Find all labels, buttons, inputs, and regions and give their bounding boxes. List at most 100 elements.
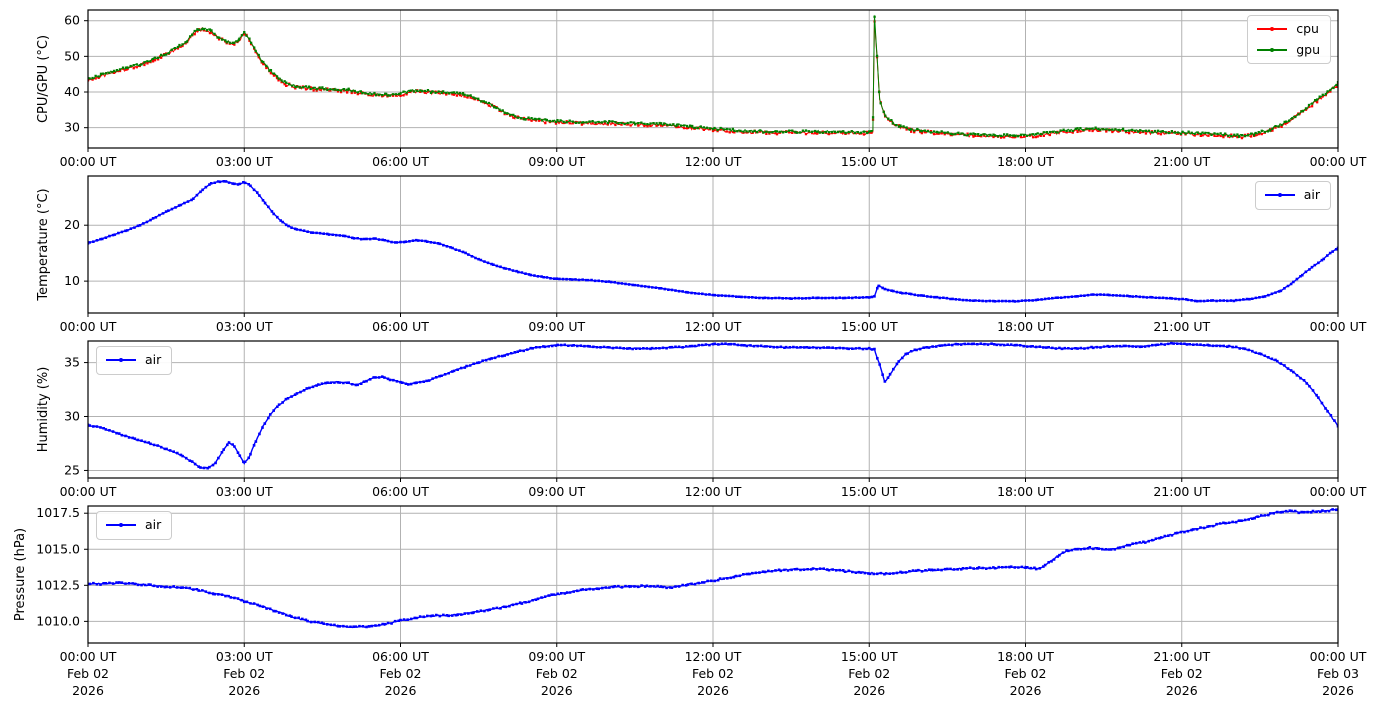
x-year-label: 2026 xyxy=(853,683,885,698)
x-date-label: Feb 02 xyxy=(536,666,578,681)
y-tick-label: 10 xyxy=(64,273,80,288)
y-axis-title: Humidity (%) xyxy=(36,367,51,453)
y-tick-label: 1010.0 xyxy=(36,613,80,628)
legend-entry-air: air xyxy=(106,515,161,536)
x-tick-label: 09:00 UT xyxy=(528,649,585,664)
y-tick-label: 1015.0 xyxy=(36,541,80,556)
y-axis-title: Pressure (hPa) xyxy=(13,528,28,621)
x-tick-label: 06:00 UT xyxy=(372,154,429,169)
x-date-label: Feb 02 xyxy=(67,666,109,681)
x-tick-label: 03:00 UT xyxy=(216,319,273,334)
y-tick-label: 50 xyxy=(64,48,80,63)
legend-label: cpu xyxy=(1296,21,1319,36)
x-tick-label: 00:00 UT xyxy=(60,484,117,499)
y-tick-label: 30 xyxy=(64,120,80,135)
legend-line-icon xyxy=(1257,27,1288,32)
x-tick-label: 09:00 UT xyxy=(528,154,585,169)
x-tick-label: 18:00 UT xyxy=(997,649,1054,664)
x-tick-label: 15:00 UT xyxy=(841,649,898,664)
x-tick-label: 00:00 UT xyxy=(60,649,117,664)
x-tick-label: 00:00 UT xyxy=(1310,319,1367,334)
y-tick-label: 40 xyxy=(64,84,80,99)
x-tick-label: 21:00 UT xyxy=(1153,649,1210,664)
legend-label: gpu xyxy=(1296,41,1320,57)
x-tick-label: 15:00 UT xyxy=(841,154,898,169)
y-tick-label: 35 xyxy=(64,355,80,370)
y-tick-label: 25 xyxy=(64,462,80,477)
legend-marker-icon xyxy=(119,523,123,528)
y-tick-label: 60 xyxy=(64,13,80,28)
legend-entry-gpu: gpu xyxy=(1257,40,1320,61)
x-date-label: Feb 02 xyxy=(379,666,421,681)
y-axis-title: CPU/GPU (°C) xyxy=(36,35,51,123)
legend-entry-air: air xyxy=(1264,185,1320,206)
legend-panel-3: air xyxy=(96,346,173,375)
x-tick-label: 06:00 UT xyxy=(372,484,429,499)
legend-marker-icon xyxy=(1277,193,1282,198)
x-tick-label: 15:00 UT xyxy=(841,484,898,499)
x-tick-label: 15:00 UT xyxy=(841,319,898,334)
x-tick-label: 21:00 UT xyxy=(1153,154,1210,169)
panel-1: 00:00 UT 03:00 UT 06:00 UT 09:00 UT 12:00 UT… xyxy=(36,9,1367,169)
x-tick-label: 00:00 UT xyxy=(60,154,117,169)
x-tick-label: 00:00 UT xyxy=(1310,154,1367,169)
legend-entry-cpu: cpu xyxy=(1257,19,1320,40)
x-tick-label: 00:00 UT xyxy=(1310,649,1367,664)
x-tick-label: 00:00 UT xyxy=(60,319,117,334)
legend-panel-1: cpu gpu xyxy=(1247,15,1331,64)
x-tick-label: 12:00 UT xyxy=(685,649,742,664)
x-year-label: 2026 xyxy=(385,683,417,698)
legend-line-icon xyxy=(1264,193,1295,198)
y-tick-label: 20 xyxy=(64,217,80,232)
x-date-label: Feb 02 xyxy=(848,666,890,681)
y-axis-title: Temperature (°C) xyxy=(36,188,51,301)
x-tick-label: 03:00 UT xyxy=(216,484,273,499)
legend-entry-air: air xyxy=(106,350,161,371)
x-tick-label: 12:00 UT xyxy=(685,319,742,334)
x-year-label: 2026 xyxy=(1010,683,1042,698)
panel-3: 00:00 UT 03:00 UT 06:00 UT 09:00 UT 12:00 UT… xyxy=(36,340,1367,499)
y-tick-label: 1017.5 xyxy=(36,505,80,520)
x-tick-label: 12:00 UT xyxy=(685,484,742,499)
x-tick-label: 06:00 UT xyxy=(372,649,429,664)
x-year-label: 2026 xyxy=(228,683,260,698)
legend-line-icon xyxy=(106,358,136,363)
x-date-label: Feb 02 xyxy=(692,666,734,681)
x-tick-label: 21:00 UT xyxy=(1153,484,1210,499)
x-year-label: 2026 xyxy=(541,683,573,698)
x-tick-label: 06:00 UT xyxy=(372,319,429,334)
x-tick-label: 03:00 UT xyxy=(216,154,273,169)
legend-panel-4: air xyxy=(96,511,173,540)
x-date-label: Feb 02 xyxy=(1004,666,1046,681)
y-tick-label: 1012.5 xyxy=(36,577,80,592)
x-tick-label: 03:00 UT xyxy=(216,649,273,664)
x-tick-label: 12:00 UT xyxy=(685,154,742,169)
y-tick-label: 30 xyxy=(64,409,80,424)
x-tick-label: 18:00 UT xyxy=(997,154,1054,169)
legend-line-icon xyxy=(106,523,136,528)
legend-label: air xyxy=(145,517,162,532)
x-date-label: Feb 02 xyxy=(1161,666,1203,681)
panel-2: 00:00 UT 03:00 UT 06:00 UT 09:00 UT 12:00 UT… xyxy=(36,175,1367,334)
x-date-label: Feb 02 xyxy=(223,666,265,681)
legend-marker-icon xyxy=(119,358,123,363)
legend-marker-icon xyxy=(1270,47,1275,52)
x-date-label: Feb 03 xyxy=(1317,666,1359,681)
legend-label: air xyxy=(1303,187,1320,202)
legend-label: air xyxy=(145,352,162,367)
x-tick-label: 09:00 UT xyxy=(528,319,585,334)
legend-line-icon xyxy=(1257,47,1288,52)
x-tick-label: 00:00 UT xyxy=(1310,484,1367,499)
x-tick-label: 18:00 UT xyxy=(997,319,1054,334)
x-tick-label: 21:00 UT xyxy=(1153,319,1210,334)
legend-marker-icon xyxy=(1270,27,1275,32)
panel-4: 00:00 UT Feb 02 2026 03:00 UT Feb 02 2026 06:0… xyxy=(13,505,1367,698)
x-tick-label: 18:00 UT xyxy=(997,484,1054,499)
x-tick-label: 09:00 UT xyxy=(528,484,585,499)
x-year-label: 2026 xyxy=(1166,683,1198,698)
x-year-label: 2026 xyxy=(697,683,729,698)
legend-panel-2: air xyxy=(1254,181,1331,210)
x-year-label: 2026 xyxy=(72,683,104,698)
